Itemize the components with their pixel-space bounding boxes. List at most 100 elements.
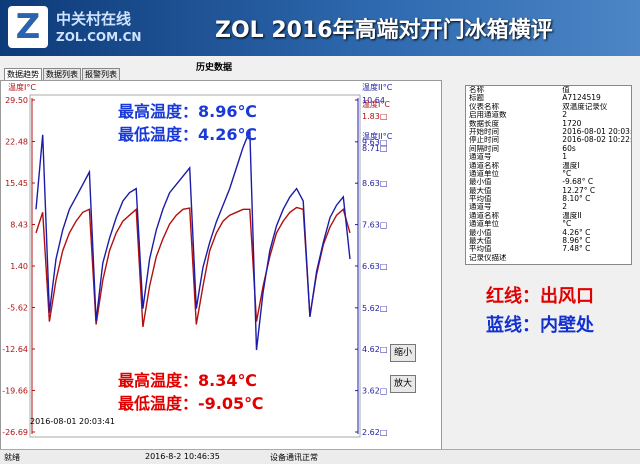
info-table: 名称值标题 A7124519 仪表名称 双温度记录仪 启用通道数 2 数据长度 1720 开始时…	[465, 85, 632, 265]
table-cell: 60s	[562, 144, 576, 153]
tick-label: 15.45	[5, 179, 28, 188]
tick-label: 1.40	[10, 262, 28, 271]
logo-icon: Z	[8, 6, 48, 48]
table-cell: °C	[562, 220, 572, 229]
note-blue: 蓝线：内壁处	[486, 315, 594, 336]
table-cell: 2016-08-02 10:22:41	[562, 136, 631, 145]
table-cell: 12.27° C	[562, 186, 596, 195]
table-cell: -9.68° C	[562, 178, 594, 187]
table-cell: 通道号	[469, 153, 492, 162]
table-cell: 通道号	[469, 203, 492, 212]
table-cell: 1	[562, 153, 568, 162]
table-cell: 通道名称	[469, 211, 499, 220]
table-cell: 7.48° C	[562, 245, 591, 254]
tick-label: -5.62	[7, 304, 28, 313]
table-cell: 标题	[469, 94, 484, 103]
legend-reading: 1.83□	[362, 112, 387, 121]
table-cell: 值	[562, 86, 570, 94]
tick-label: -26.69	[2, 428, 28, 437]
tick-label: 2.62□	[362, 428, 387, 437]
tick-label: 29.50	[5, 96, 28, 105]
table-row: 通道号 1	[466, 153, 631, 161]
tick-label: 9.63□	[362, 138, 387, 147]
legend-name: 温度I°C	[362, 99, 390, 109]
banner-title: ZOL 2016年高端对开门冰箱横评	[215, 18, 553, 43]
table-row: 通道单位 °C	[466, 220, 631, 228]
table-row: 通道单位 °C	[466, 170, 631, 178]
tick-label: 10.64	[362, 96, 385, 105]
table-row: 最小值 4.26° C	[466, 229, 631, 237]
table-cell: 仪表名称	[469, 102, 499, 111]
table-header: 名称 值	[466, 86, 631, 94]
table-cell: 最大值	[469, 237, 492, 246]
table-cell: 8.10° C	[562, 195, 591, 204]
table-row: 最大值 12.27° C	[466, 187, 631, 195]
annotation: 最低温度：-9.05℃	[118, 394, 264, 413]
table-cell: 平均值	[469, 195, 492, 204]
table-row: 仪表名称 双温度记录仪	[466, 103, 631, 111]
table-row: 最小值 -9.68° C	[466, 178, 631, 186]
tick-label: 5.62□	[362, 304, 387, 313]
banner: Z 中关村在线 ZOL.COM.CN ZOL 2016年高端对开门冰箱横评	[0, 0, 640, 56]
table-cell: 启用通道数	[469, 111, 507, 120]
legend-name: 温度II°C	[362, 131, 393, 141]
table-cell: 数据长度	[469, 119, 499, 128]
y-axis-label: 温度I°C	[8, 82, 36, 92]
table-cell: 间隔时间	[469, 144, 499, 153]
legend-reading: 8.71□	[362, 144, 387, 153]
logo-cn: 中关村在线	[56, 10, 132, 28]
tick-label: 3.62□	[362, 387, 387, 396]
table-row: 数据长度 1720	[466, 120, 631, 128]
table-row: 间隔时间 60s	[466, 145, 631, 153]
table-cell: 1720	[562, 119, 582, 128]
annotation: 最低温度：4.26℃	[118, 125, 257, 144]
table-row: 通道名称 温度II	[466, 212, 631, 220]
y2-axis-label: 温度II°C	[362, 82, 393, 92]
table-cell: 最小值	[469, 178, 492, 187]
table-cell: 开始时间	[469, 127, 499, 136]
table-cell: 最大值	[469, 186, 492, 195]
tick-label: -12.64	[2, 345, 28, 354]
table-cell: 平均值	[469, 245, 492, 254]
series-line	[35, 206, 351, 328]
window-title: 历史数据	[196, 63, 233, 73]
table-row: 停止时间 2016-08-02 10:22:41	[466, 136, 631, 144]
start-time: 2016-08-01 20:03:41	[30, 417, 115, 426]
table-cell: 4.26° C	[562, 228, 591, 237]
table-cell: °C	[562, 169, 572, 178]
status-device: 设备通讯正常	[270, 453, 318, 462]
table-cell: 温度I	[562, 161, 580, 170]
table-cell: 8.96° C	[562, 237, 591, 246]
table-cell: 通道单位	[469, 169, 499, 178]
tick-label: 22.48	[5, 137, 28, 146]
table-row: 开始时间 2016-08-01 20:03:41	[466, 128, 631, 136]
status-text: 就绪	[4, 453, 20, 462]
table-cell: 停止时间	[469, 136, 499, 145]
zoom-in-button[interactable]: 放大	[390, 375, 416, 393]
logo-en: ZOL.COM.CN	[56, 30, 142, 44]
annotation: 最高温度：8.96℃	[118, 102, 257, 121]
tick-label: 8.43	[10, 220, 28, 229]
table-cell: 最小值	[469, 228, 492, 237]
table-row: 通道号 2	[466, 203, 631, 211]
table-row: 启用通道数 2	[466, 111, 631, 119]
table-row: 平均值 8.10° C	[466, 195, 631, 203]
table-cell: 通道单位	[469, 220, 499, 229]
table-row: 平均值 7.48° C	[466, 245, 631, 253]
table-cell: 双温度记录仪	[562, 102, 608, 111]
note-red: 红线：出风口	[486, 286, 594, 307]
table-row: 通道名称 温度I	[466, 162, 631, 170]
table-cell: 2	[562, 111, 568, 120]
tick-label: -19.66	[2, 386, 28, 395]
table-row: 最大值 8.96° C	[466, 237, 631, 245]
table-cell: A7124519	[562, 94, 601, 103]
zoom-out-button[interactable]: 缩小	[390, 344, 416, 362]
table-cell: 温度II	[562, 211, 582, 220]
tick-label: 4.62□	[362, 345, 387, 354]
table-cell: 记录仪描述	[469, 253, 507, 262]
status-time: 2016-8-2 10:46:35	[145, 452, 220, 461]
table-cell: 名称	[469, 86, 484, 94]
table-row: 标题 A7124519	[466, 94, 631, 102]
